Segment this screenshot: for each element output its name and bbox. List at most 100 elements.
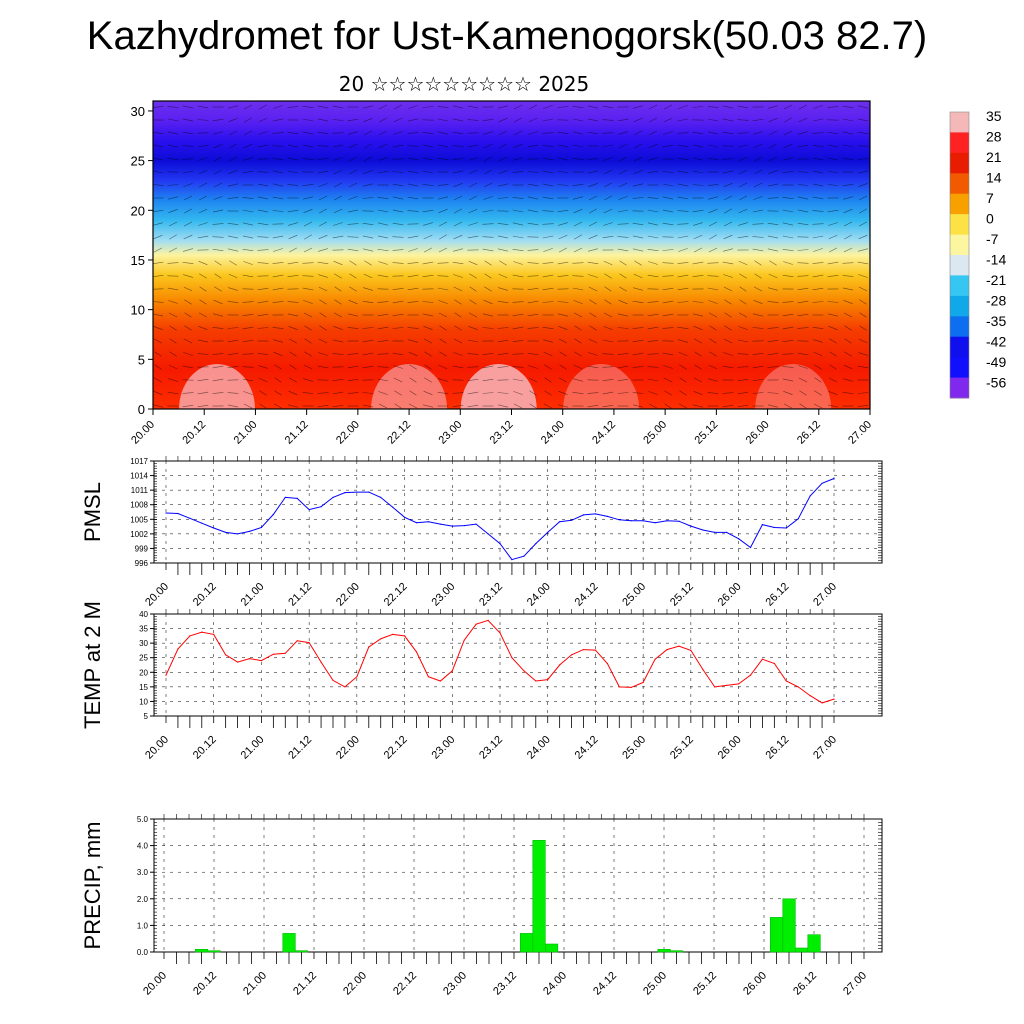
wind-barb <box>153 404 164 408</box>
wind-barb <box>439 325 447 331</box>
wind-barb <box>287 261 299 265</box>
wind-barb <box>618 196 628 200</box>
wind-barb <box>647 197 659 199</box>
colorbar-swatch <box>950 214 969 235</box>
wind-barb <box>588 221 598 227</box>
wind-barb <box>199 286 207 292</box>
pmsl-xtick-label: 24.00 <box>525 581 553 609</box>
wind-barb <box>527 275 539 277</box>
wind-barb <box>662 288 674 290</box>
heatmap-ytick-label: 30 <box>131 104 145 119</box>
wind-barb <box>332 235 344 239</box>
wind-barb <box>753 143 763 149</box>
pmsl-ytick-label: 1014 <box>130 472 148 481</box>
wind-barb <box>182 262 194 264</box>
wind-barb <box>557 209 569 213</box>
wind-barb <box>272 274 284 278</box>
wind-barb <box>513 391 523 395</box>
wind-barb <box>243 130 253 136</box>
wind-barb <box>797 327 809 329</box>
wind-barb <box>692 144 704 148</box>
colorbar-swatch <box>950 173 969 195</box>
wind-barb <box>242 378 254 382</box>
wind-barb <box>783 261 793 265</box>
wind-barb <box>168 378 178 382</box>
wind-barb <box>573 208 583 214</box>
temp-point <box>809 695 811 697</box>
wind-barb <box>198 260 208 266</box>
wind-barb <box>438 208 448 214</box>
wind-barb <box>363 273 373 279</box>
wind-barb <box>259 403 267 409</box>
wind-barb <box>693 247 703 253</box>
pmsl-point <box>272 513 274 516</box>
wind-barb <box>258 104 268 110</box>
wind-barb <box>468 260 478 266</box>
wind-barb <box>632 197 644 199</box>
temp-point <box>427 676 429 678</box>
pmsl-point <box>511 559 513 561</box>
precip-bar <box>769 917 784 953</box>
wind-barb <box>708 221 718 227</box>
wind-barb <box>362 235 374 239</box>
wind-barb <box>692 275 704 277</box>
wind-barb <box>227 223 239 225</box>
wind-barb <box>858 286 868 292</box>
wind-barb <box>212 353 224 355</box>
wind-barb <box>768 156 778 162</box>
pmsl-point <box>344 492 346 494</box>
colorbar-label: -28 <box>986 293 1006 309</box>
wind-barb <box>827 209 839 213</box>
wind-barb <box>347 223 359 225</box>
wind-barb <box>557 157 569 161</box>
wind-barb <box>723 183 733 187</box>
temp-point <box>761 658 764 660</box>
wind-barb <box>782 340 794 342</box>
wind-barb <box>424 377 432 383</box>
wind-barb <box>347 119 359 121</box>
wind-barb <box>603 326 613 330</box>
wind-barb <box>407 145 419 147</box>
wind-barb <box>153 313 164 317</box>
wind-barb <box>752 353 764 355</box>
wind-barb <box>288 247 298 253</box>
wind-barb <box>257 262 269 264</box>
wind-barb <box>409 364 417 370</box>
wind-barb <box>439 338 447 344</box>
wind-barb <box>452 118 464 122</box>
wind-barb <box>782 274 794 278</box>
wind-barb <box>273 351 283 357</box>
wind-barb <box>842 287 854 291</box>
wind-barb <box>349 169 357 175</box>
temp-xtick-label: 23.00 <box>429 734 457 762</box>
wind-barb <box>857 170 869 174</box>
wind-barb <box>498 156 508 162</box>
heatmap-xtick-label: 20.12 <box>180 419 208 447</box>
wind-barb <box>229 260 237 266</box>
heatmap-xtick-label: 23.12 <box>488 419 516 447</box>
wind-barb <box>304 351 312 357</box>
wind-barb <box>572 118 584 122</box>
wind-barb <box>482 236 494 238</box>
wind-barb <box>617 223 629 225</box>
wind-barb <box>453 195 463 201</box>
wind-barb <box>527 288 539 290</box>
wind-barb <box>303 300 313 304</box>
wind-barb <box>392 144 404 148</box>
wind-barb <box>213 299 223 305</box>
wind-barb <box>497 352 509 356</box>
wind-barb <box>707 275 719 277</box>
wind-barb <box>422 144 434 148</box>
wind-barb <box>513 104 523 110</box>
wind-barb <box>362 248 374 252</box>
wind-barb <box>409 377 417 383</box>
wind-barb <box>542 132 554 134</box>
wind-barb <box>753 156 763 162</box>
wind-barb <box>557 301 569 303</box>
wind-barb <box>528 117 538 123</box>
pmsl-point <box>547 531 549 534</box>
wind-barb <box>752 392 764 394</box>
wind-barb <box>212 209 224 213</box>
wind-barb <box>482 118 494 122</box>
pmsl-ytick-label: 1002 <box>130 530 148 539</box>
